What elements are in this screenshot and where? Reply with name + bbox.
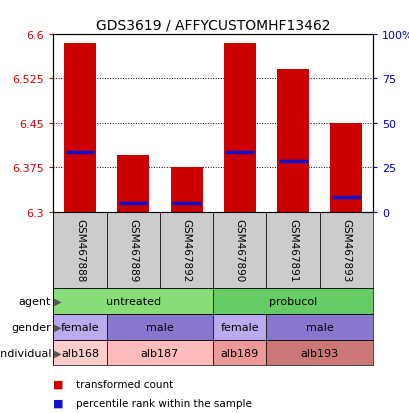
Bar — [213, 289, 372, 314]
Bar — [266, 212, 319, 289]
Bar — [223, 43, 255, 212]
Bar — [160, 212, 213, 289]
Text: ▶: ▶ — [51, 322, 62, 332]
Text: ▶: ▶ — [51, 348, 62, 358]
Text: male: male — [146, 322, 173, 332]
Text: alb189: alb189 — [220, 348, 258, 358]
Text: male: male — [305, 322, 333, 332]
Text: individual: individual — [0, 348, 51, 358]
Text: ■: ■ — [53, 379, 64, 389]
Bar — [170, 168, 202, 212]
Bar — [330, 123, 362, 212]
Text: GSM467890: GSM467890 — [234, 218, 244, 282]
Bar — [319, 212, 372, 289]
Bar — [53, 289, 213, 314]
Bar — [266, 314, 372, 340]
Text: agent: agent — [19, 297, 51, 306]
Bar — [53, 314, 106, 340]
Text: gender: gender — [11, 322, 51, 332]
Bar — [64, 43, 96, 212]
Text: probucol: probucol — [268, 297, 317, 306]
Bar — [106, 314, 213, 340]
Bar — [53, 340, 106, 366]
Text: alb168: alb168 — [61, 348, 99, 358]
Text: GSM467892: GSM467892 — [181, 218, 191, 282]
Text: ■: ■ — [53, 398, 64, 408]
Text: ▶: ▶ — [51, 297, 62, 306]
Text: GSM467891: GSM467891 — [288, 218, 297, 282]
Bar — [53, 212, 106, 289]
Text: percentile rank within the sample: percentile rank within the sample — [76, 398, 251, 408]
Bar — [213, 212, 266, 289]
Text: alb187: alb187 — [140, 348, 179, 358]
Text: GSM467893: GSM467893 — [341, 218, 351, 282]
Text: alb193: alb193 — [300, 348, 338, 358]
Text: female: female — [61, 322, 99, 332]
Bar — [106, 212, 160, 289]
Text: transformed count: transformed count — [76, 379, 173, 389]
Bar — [213, 340, 266, 366]
Bar — [117, 156, 149, 212]
Text: untreated: untreated — [106, 297, 160, 306]
Text: female: female — [220, 322, 258, 332]
Bar — [213, 314, 266, 340]
Text: GSM467889: GSM467889 — [128, 218, 138, 282]
Bar — [266, 340, 372, 366]
Title: GDS3619 / AFFYCUSTOMHF13462: GDS3619 / AFFYCUSTOMHF13462 — [96, 18, 330, 32]
Bar — [106, 340, 213, 366]
Text: GSM467888: GSM467888 — [75, 218, 85, 282]
Bar — [276, 70, 308, 212]
